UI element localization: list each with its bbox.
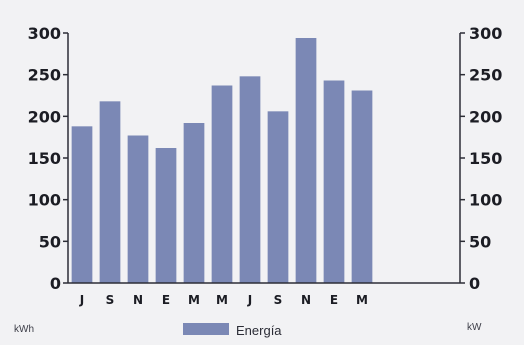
bar — [295, 38, 317, 283]
legend-swatch-energia — [183, 323, 229, 335]
right-tick-label: 300 — [469, 24, 502, 43]
x-tick-label: J — [247, 293, 252, 307]
right-unit-label: kW — [467, 322, 482, 333]
x-tick-label: M — [188, 293, 200, 307]
bar — [183, 123, 205, 283]
x-tick-label: S — [274, 293, 283, 307]
left-tick-label: 0 — [50, 274, 61, 293]
bar — [127, 135, 149, 283]
right-tick-label: 150 — [469, 149, 502, 168]
right-y-axis: 0 50 100 150 200 250 300 — [459, 24, 502, 293]
x-tick-label: N — [301, 293, 311, 307]
x-tick-label: J — [79, 293, 84, 307]
left-tick-label: 300 — [28, 24, 61, 43]
left-unit-label: kWh — [14, 324, 34, 335]
right-tick-label: 250 — [469, 66, 502, 85]
bar — [211, 85, 233, 283]
bar — [351, 90, 373, 283]
x-tick-label: S — [106, 293, 115, 307]
bar — [323, 80, 345, 283]
left-y-axis: 0 50 100 150 200 250 300 — [28, 24, 69, 293]
bar — [71, 126, 93, 283]
left-tick-label: 50 — [39, 232, 61, 251]
left-tick-label: 150 — [28, 149, 61, 168]
x-tick-label: M — [216, 293, 228, 307]
bar — [267, 111, 289, 283]
legend-label-energia: Energía — [236, 323, 282, 338]
left-tick-label: 250 — [28, 66, 61, 85]
x-tick-label: N — [133, 293, 143, 307]
bar — [99, 101, 121, 283]
right-tick-label: 50 — [469, 232, 491, 251]
left-tick-label: 200 — [28, 107, 61, 126]
x-tick-label: E — [330, 293, 338, 307]
right-tick-label: 100 — [469, 191, 502, 210]
bars-group — [71, 38, 373, 283]
x-tick-label: E — [162, 293, 170, 307]
right-tick-label: 0 — [469, 274, 480, 293]
left-tick-label: 100 — [28, 191, 61, 210]
bar — [239, 76, 261, 283]
right-tick-label: 200 — [469, 107, 502, 126]
bar — [155, 148, 177, 283]
x-tick-label: M — [356, 293, 368, 307]
